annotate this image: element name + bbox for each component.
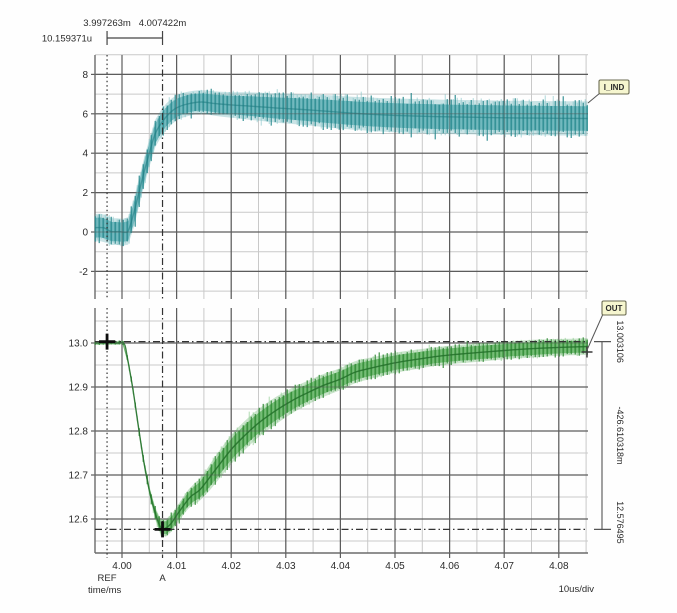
y-tick-label: 12.9 [69,383,89,394]
ref-time-label: 3.997263m [83,18,131,29]
y-tick-label: 6 [82,109,88,120]
x-tick-label: 4.04 [331,561,351,572]
y-tick-label: 13.0 [69,339,89,350]
y-tick-label: 12.7 [69,471,89,482]
delta-value-readout: -426.610318m [615,406,625,464]
y-tick-label: 12.8 [69,427,89,438]
out-badge-callout [586,313,604,351]
x-tick-label: 4.05 [385,561,405,572]
a-cursor-cross[interactable] [154,521,171,538]
x-tick-label: 4.02 [221,561,241,572]
out-badge-label: OUT [606,304,623,313]
x-tick-label: 4.07 [494,561,514,572]
x-axis-title: time/ms [88,585,122,596]
time-ruler: 3.997263m 4.007422m 10.159371u [42,18,187,45]
x-tick-label: 4.01 [167,561,187,572]
x-tick-label: 4.08 [549,561,569,572]
i-ind-badge-label: I_IND [604,83,625,92]
grid: 8 6 4 2 0 -2 13.0 12.9 12.8 12.7 12.6 4.00 4.01 4.02 4… [69,54,588,572]
y-tick-label: -2 [79,267,88,278]
ref-cursor-label: REF [98,573,117,584]
y-tick-label: 12.6 [69,515,89,526]
i-ind-center-line [95,101,588,234]
i-ind-band [95,90,588,246]
i-ind-badge-callout [587,92,601,104]
delta-time-label: 10.159371u [42,34,92,45]
i-ind-trace [94,88,588,247]
y-tick-label: 0 [82,228,88,239]
x-tick-label: 4.06 [440,561,460,572]
a-cursor-label: A [159,573,166,584]
y-tick-label: 4 [82,149,88,160]
y-tick-label: 8 [82,70,88,81]
out-badge-box[interactable] [601,300,627,316]
out-badge: OUT [586,300,627,351]
out-ripple-light [96,337,586,537]
x-tick-label: 4.00 [112,561,132,572]
ref-value-readout: 13.003106 [615,320,625,363]
y-tick-label: 2 [82,188,88,199]
out-trace [94,337,588,537]
cursor-dimension: 13.003106 -426.610318m 12.576495 [594,320,625,544]
a-time-label: 4.007422m [139,18,187,29]
cursors [95,55,593,558]
i-ind-badge-box[interactable] [598,79,630,95]
a-value-readout: 12.576495 [615,501,625,544]
trace-end-cross[interactable] [581,346,593,358]
ref-cursor-cross[interactable] [99,333,116,350]
i-ind-badge: I_IND [587,79,630,104]
out-center-line [95,341,588,530]
per-div-label: 10us/div [559,584,595,595]
x-tick-label: 4.03 [276,561,296,572]
grid-overlay [95,55,588,553]
